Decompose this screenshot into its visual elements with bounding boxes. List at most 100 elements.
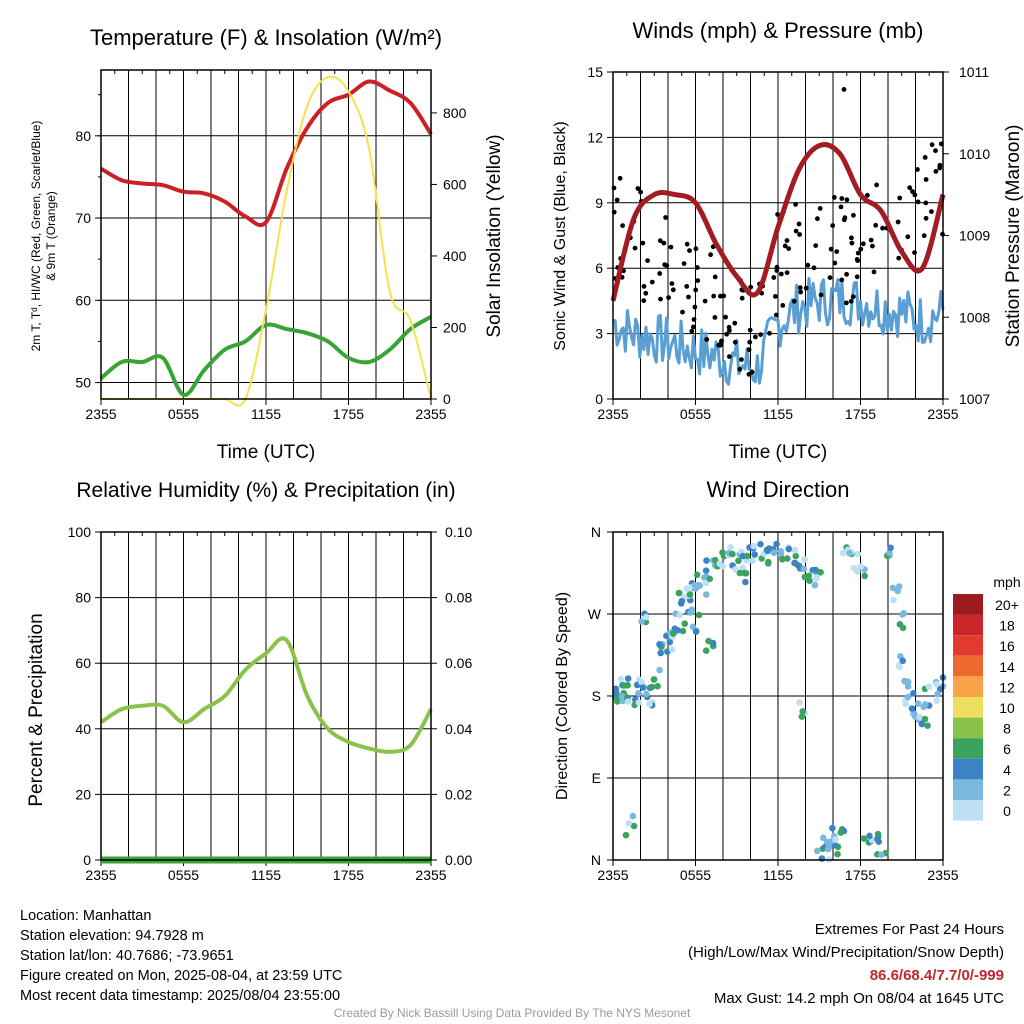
gust-point xyxy=(805,262,811,268)
direction-point xyxy=(801,556,808,563)
direction-point xyxy=(866,832,873,840)
gust-point xyxy=(907,185,913,191)
legend-label: 10 xyxy=(999,700,1015,716)
direction-point xyxy=(791,546,799,554)
extremes-title: Extremes For Past 24 Hours xyxy=(814,921,1004,938)
humidity-line xyxy=(99,636,433,754)
plot-frame xyxy=(100,531,432,861)
direction-point xyxy=(751,551,758,558)
gust-point xyxy=(849,235,854,241)
direction-point xyxy=(642,613,650,621)
direction-point xyxy=(916,713,923,721)
gust-point xyxy=(868,237,874,243)
direction-point xyxy=(914,700,922,707)
legend-label: 4 xyxy=(1003,762,1011,778)
y-tick-label: N xyxy=(591,524,601,540)
y-tick-label: N xyxy=(591,852,601,868)
legend-label: 8 xyxy=(1003,721,1011,737)
gust-point xyxy=(921,233,927,239)
gust-point xyxy=(657,271,663,276)
direction-point xyxy=(635,690,642,697)
x-axis-label: Time (UTC) xyxy=(729,442,828,463)
direction-point xyxy=(799,708,806,715)
direction-point xyxy=(646,700,653,708)
station-info: Location: Manhattan Station elevation: 9… xyxy=(20,906,342,1006)
panel-title: Winds (mph) & Pressure (mb) xyxy=(633,18,924,43)
y2-tick-label: 800 xyxy=(443,105,467,121)
direction-point xyxy=(749,557,756,565)
x-tick-label: 1755 xyxy=(845,406,876,422)
y2-tick-label: 0.08 xyxy=(445,590,472,606)
direction-point xyxy=(693,571,701,579)
direction-point xyxy=(679,627,687,635)
direction-point xyxy=(638,678,645,686)
direction-point xyxy=(712,556,719,564)
gust-point xyxy=(635,186,641,191)
gust-point xyxy=(858,246,864,252)
gust-point xyxy=(873,222,879,228)
gust-point xyxy=(895,219,901,225)
gust-point xyxy=(668,244,674,250)
gust-point xyxy=(778,271,784,277)
x-tick-label: 0555 xyxy=(680,867,711,883)
direction-point xyxy=(908,705,916,712)
gust-point xyxy=(773,294,778,299)
direction-point xyxy=(696,582,703,589)
direction-point xyxy=(900,610,908,617)
direction-point xyxy=(716,560,723,567)
direction-point xyxy=(834,850,841,858)
direction-point xyxy=(691,582,699,589)
direction-point xyxy=(860,835,868,842)
direction-point xyxy=(801,573,809,581)
direction-point xyxy=(719,549,726,556)
gust-point xyxy=(915,199,921,205)
direction-point xyxy=(703,591,710,598)
y2-tick-label: 0.06 xyxy=(445,655,472,671)
direction-point xyxy=(910,690,917,697)
gust-point xyxy=(649,279,655,285)
direction-point xyxy=(854,568,861,575)
location-text: Location: Manhattan xyxy=(20,908,152,924)
direction-point xyxy=(630,822,638,830)
direction-point xyxy=(729,550,736,558)
y-axis-label: 2m T, Tᵈ, HI/WC (Red, Green, Scarlet/Blu… xyxy=(29,121,43,352)
gust-point xyxy=(632,245,638,251)
direction-point xyxy=(676,611,684,619)
gust-point xyxy=(724,331,730,337)
gust-point xyxy=(693,287,699,293)
direction-point xyxy=(742,578,749,586)
gust-point xyxy=(839,196,845,201)
legend-swatch xyxy=(953,635,983,656)
gust-point xyxy=(923,200,929,206)
direction-point xyxy=(618,693,626,700)
direction-point xyxy=(933,697,941,704)
gust-point xyxy=(811,265,817,271)
direction-point xyxy=(896,663,903,671)
legend-swatch xyxy=(953,697,983,718)
direction-point xyxy=(924,722,931,729)
x-tick-label: 1755 xyxy=(333,867,364,883)
direction-point xyxy=(675,589,683,597)
direction-point xyxy=(656,641,663,648)
gust-point xyxy=(718,293,723,299)
gust-point xyxy=(818,292,824,298)
direction-point xyxy=(792,552,799,560)
gust-point xyxy=(680,309,685,315)
direction-point xyxy=(846,550,853,557)
gust-point xyxy=(815,216,820,222)
gust-point xyxy=(922,155,928,160)
extremes-subtitle: (High/Low/Max Wind/Precipitation/Snow De… xyxy=(688,944,1004,961)
y-tick-label: 0 xyxy=(83,852,91,868)
legend-swatch xyxy=(953,676,983,697)
y-tick-label: 20 xyxy=(75,786,91,802)
gust-point xyxy=(923,215,929,221)
gust-point xyxy=(929,142,935,148)
gust-point xyxy=(933,148,938,154)
gust-point xyxy=(712,315,718,320)
x-tick-label: 2355 xyxy=(415,406,446,422)
gust-point xyxy=(669,281,675,286)
direction-point xyxy=(813,575,820,582)
direction-point xyxy=(732,566,739,573)
gust-point xyxy=(813,243,819,249)
legend-label: 0 xyxy=(1003,803,1011,819)
